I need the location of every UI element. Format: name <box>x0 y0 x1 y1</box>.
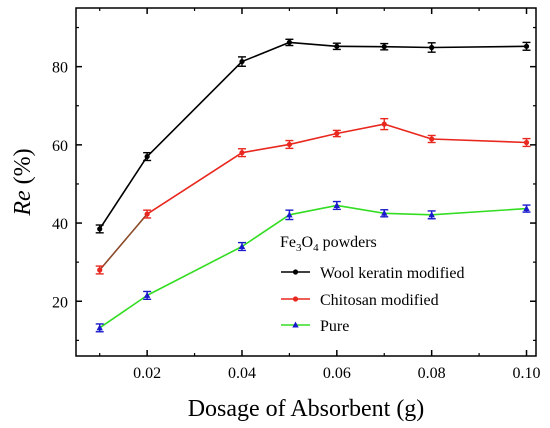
x-tick-label: 0.04 <box>228 365 256 382</box>
data-point <box>334 130 340 137</box>
x-tick-label: 0.06 <box>323 365 351 382</box>
data-point <box>523 205 530 212</box>
data-point <box>428 211 435 218</box>
series-1 <box>95 117 531 275</box>
data-point <box>143 291 151 298</box>
data-point <box>97 226 103 232</box>
series-line-segment <box>241 214 290 248</box>
data-point <box>286 141 293 148</box>
y-tick-label: 80 <box>52 60 68 77</box>
y-axis-title-italic: Re <box>10 190 36 217</box>
legend-title-o: O <box>302 234 314 251</box>
y-tick-label: 20 <box>52 294 68 311</box>
x-tick-label: 0.08 <box>418 365 446 382</box>
data-point <box>97 267 103 273</box>
series-line-segment <box>384 123 432 140</box>
data-point <box>144 153 150 160</box>
series-line-segment <box>336 204 385 215</box>
data-point <box>429 44 435 51</box>
legend-title-sub4: 4 <box>313 242 319 254</box>
y-tick-label: 40 <box>52 216 68 233</box>
legend-label: Wool keratin modified <box>320 265 464 282</box>
data-point <box>523 139 530 146</box>
axes: 0.02 0.04 0.06 0.08 0.10 20 40 60 80 <box>52 8 541 382</box>
series-2 <box>95 200 531 333</box>
legend-label: Chitosan modified <box>320 292 439 309</box>
data-point <box>238 243 246 250</box>
series-line-segment <box>384 212 432 216</box>
data-point <box>333 201 341 208</box>
legend-swatch-marker <box>292 269 299 275</box>
series-line-segment <box>99 156 148 230</box>
series-line-segment <box>289 41 337 48</box>
series-line-segment <box>241 41 290 63</box>
plot-area <box>75 7 537 357</box>
data-point <box>96 324 103 331</box>
series-line-segment <box>289 204 337 216</box>
series-line-segment <box>289 132 338 146</box>
data-point <box>286 211 293 218</box>
legend: Fe3O4 powders Wool keratin modified Chito… <box>280 234 464 335</box>
x-axis-title: Dosage of Absorbent (g) <box>188 396 425 422</box>
data-point <box>144 211 150 217</box>
series-line-segment <box>431 45 527 49</box>
series-line-segment <box>336 123 385 135</box>
series-0 <box>95 38 531 234</box>
series-line-segment <box>99 294 148 329</box>
series-line-segment <box>384 45 432 49</box>
series-group <box>95 38 531 333</box>
series-line-segment <box>146 61 243 158</box>
series-line-segment <box>431 138 527 144</box>
data-point <box>381 44 387 50</box>
legend-label: Pure <box>320 318 349 335</box>
data-point <box>239 150 245 156</box>
y-axis-title: Re (%) <box>10 148 36 216</box>
legend-swatch-marker <box>292 321 299 328</box>
data-point <box>239 58 245 65</box>
data-point <box>429 136 435 142</box>
series-line-segment <box>146 152 243 215</box>
x-tick-label: 0.10 <box>513 365 541 382</box>
legend-title: Fe3O4 powders <box>280 234 377 254</box>
data-point <box>334 43 340 49</box>
plot-frame <box>75 7 537 357</box>
data-point <box>381 121 387 127</box>
data-point <box>381 209 388 216</box>
legend-title-fe: Fe <box>280 234 296 251</box>
series-line-segment <box>431 207 527 216</box>
y-tick-label: 60 <box>52 138 68 155</box>
legend-swatch-marker <box>292 296 299 302</box>
x-tick-label: 0.02 <box>133 365 161 382</box>
series-line-segment <box>241 143 290 154</box>
series-line-segment <box>99 213 148 271</box>
legend-title-rest: powders <box>319 234 377 251</box>
legend-title-sub3: 3 <box>296 242 302 254</box>
data-point <box>523 43 530 49</box>
data-point <box>286 39 293 46</box>
y-axis-title-unit: (%) <box>10 148 36 190</box>
series-line-segment <box>146 245 243 297</box>
